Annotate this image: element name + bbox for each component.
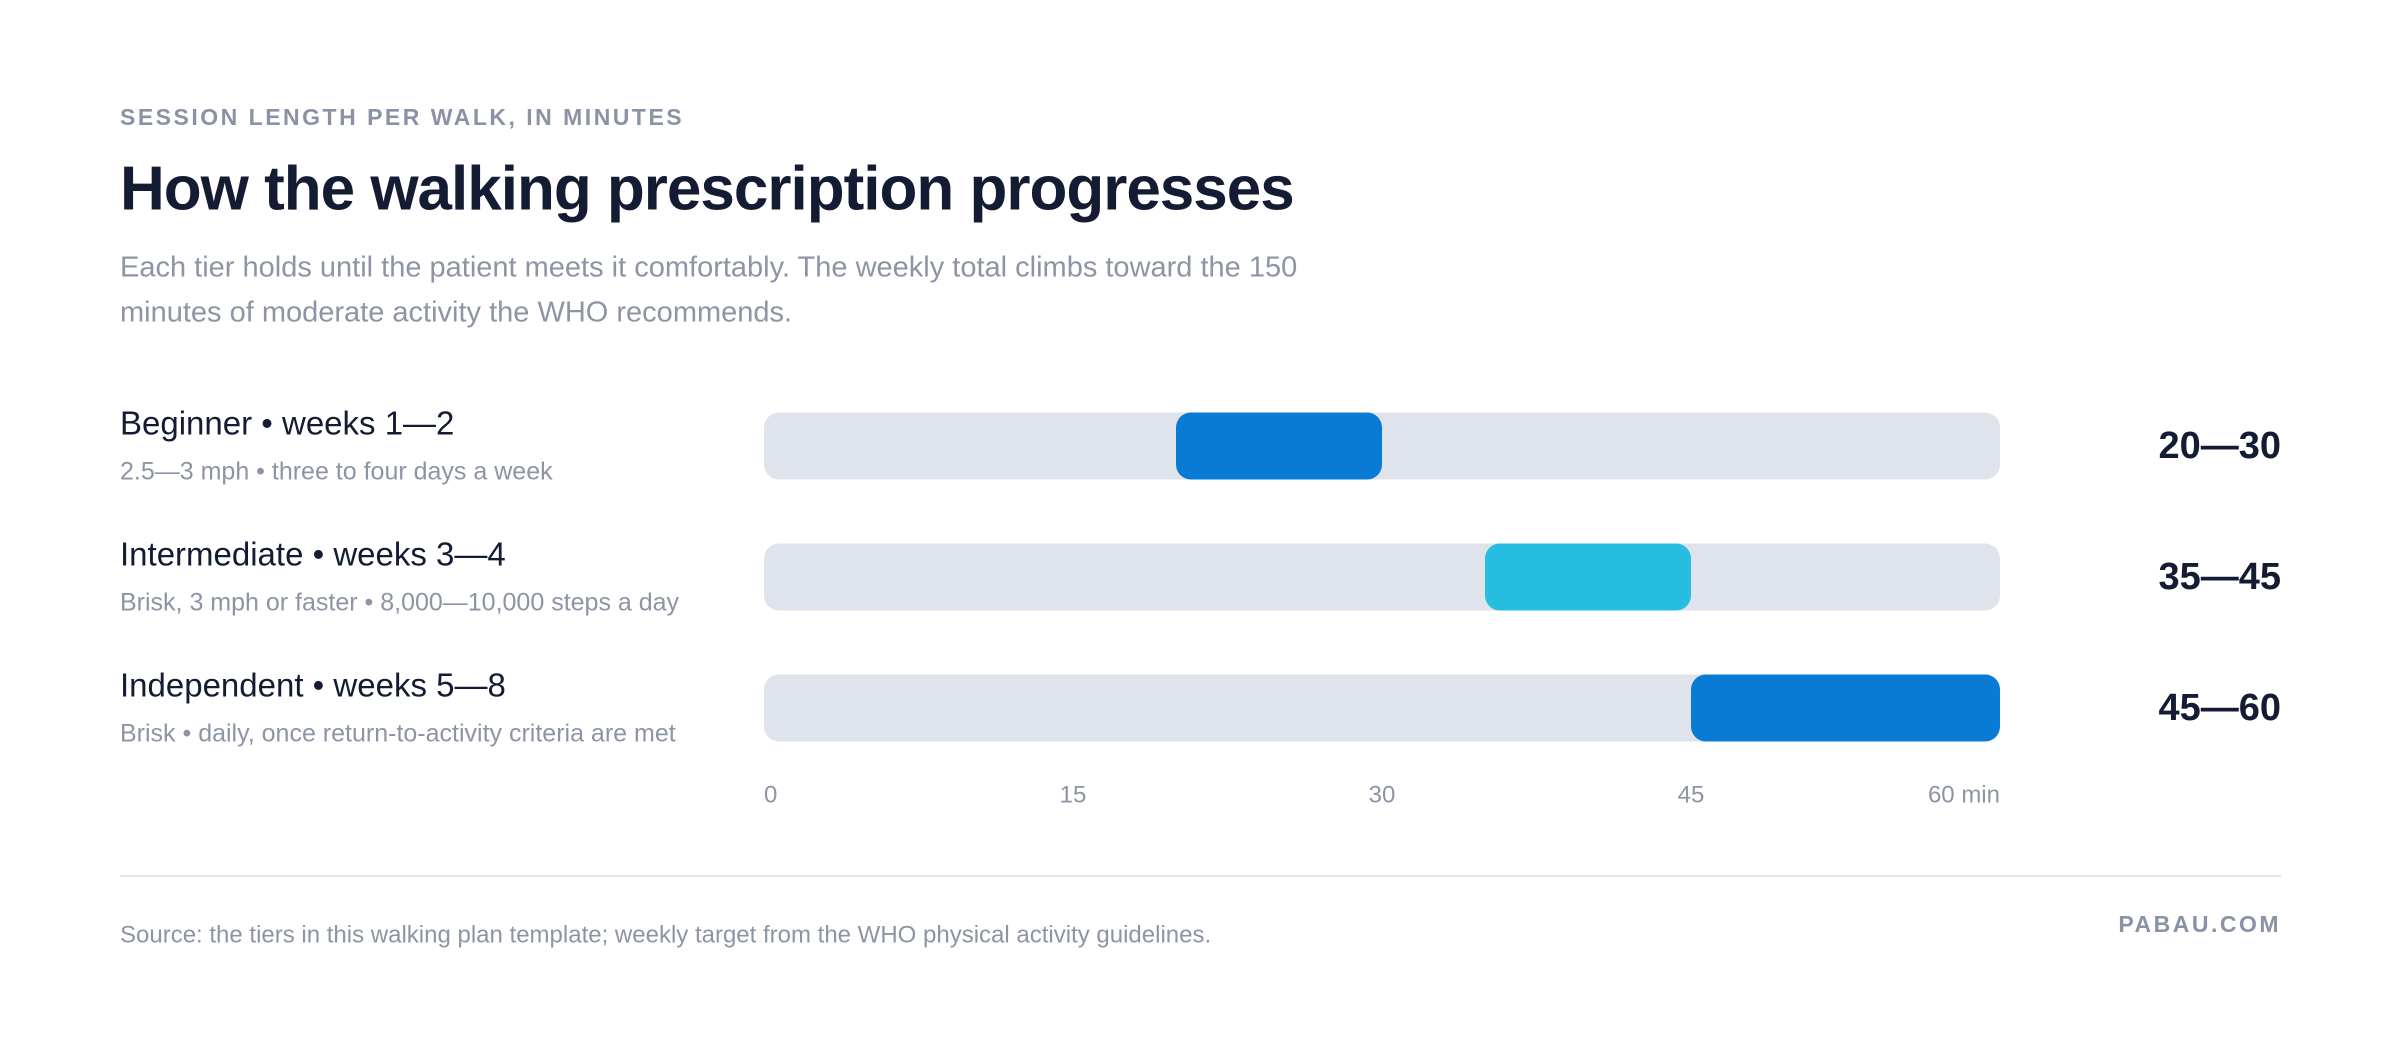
category-description: Brisk • daily, once return-to-activity c…: [120, 720, 676, 748]
brand: PABAU.COM: [2118, 911, 2281, 937]
x-tick-label: 45: [1678, 781, 1705, 808]
value-label: 45—60: [2158, 687, 2281, 729]
subtitle: Each tier holds until the patient meets …: [120, 252, 1297, 284]
x-tick-label: 15: [1060, 781, 1087, 808]
value-label: 35—45: [2158, 556, 2281, 598]
x-tick-label: 0: [764, 781, 777, 808]
range-bar: [1691, 674, 2000, 742]
x-tick-label: 30: [1369, 781, 1396, 808]
category-description: 2.5—3 mph • three to four days a week: [120, 458, 553, 486]
category-label: Independent • weeks 5—8: [120, 667, 506, 704]
track: [764, 543, 2000, 611]
range-bar: [1485, 543, 1691, 611]
value-label: 20—30: [2158, 425, 2281, 467]
category-label: Intermediate • weeks 3—4: [120, 536, 506, 573]
chart-title: How the walking prescription progresses: [120, 154, 1294, 223]
overline: SESSION LENGTH PER WALK, IN MINUTES: [120, 104, 684, 130]
category-description: Brisk, 3 mph or faster • 8,000—10,000 st…: [120, 589, 680, 617]
category-label: Beginner • weeks 1—2: [120, 405, 454, 442]
x-tick-label: 60 min: [1928, 781, 2000, 808]
range-bar: [1176, 412, 1382, 480]
subtitle: minutes of moderate activity the WHO rec…: [120, 297, 792, 329]
source: Source: the tiers in this walking plan t…: [120, 921, 1211, 948]
